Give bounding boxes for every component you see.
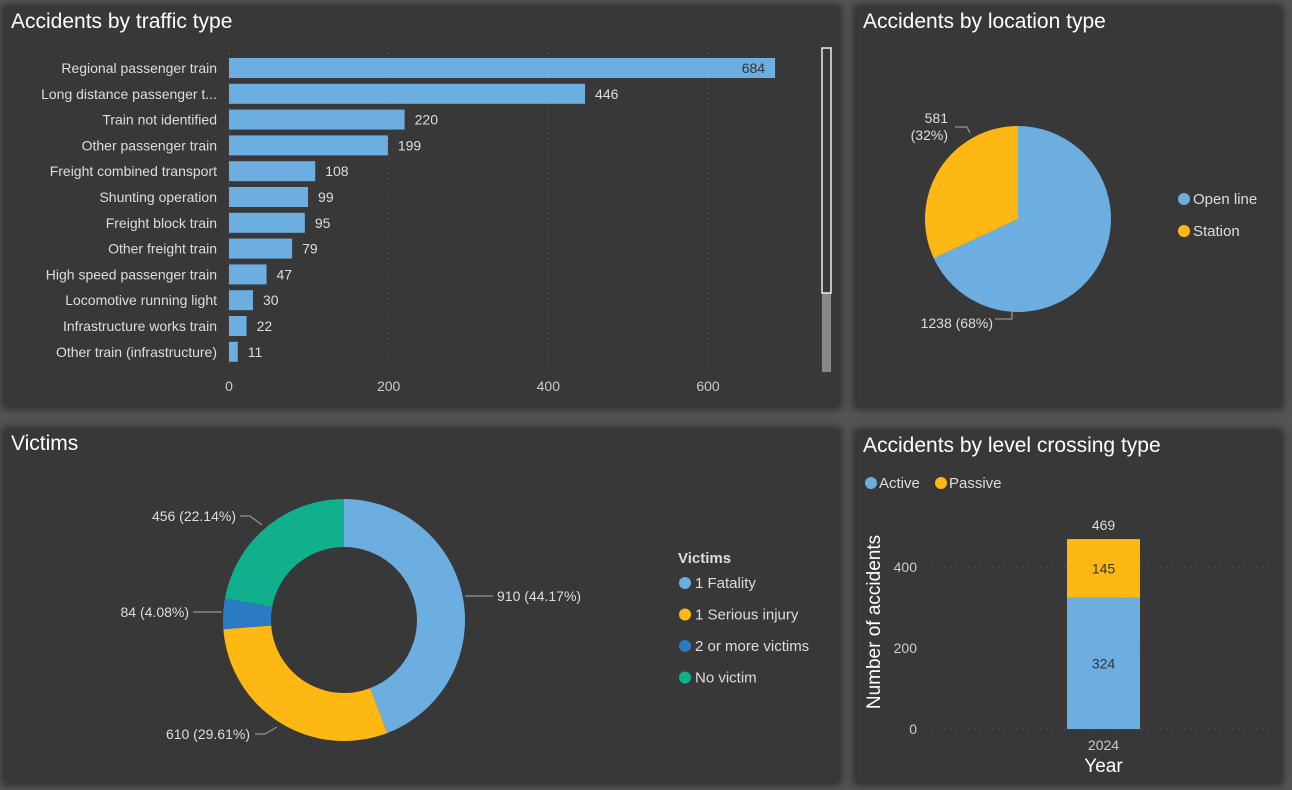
- data-label: 610 (29.61%): [166, 726, 250, 742]
- y-tick-label: 400: [894, 559, 918, 575]
- bar-segment: [1067, 597, 1140, 729]
- pie-slice: [925, 126, 1018, 259]
- bar-value-label: 47: [277, 266, 293, 282]
- legend-label[interactable]: 1 Fatality: [695, 575, 756, 592]
- category-label: Freight combined transport: [50, 163, 217, 179]
- bar: [229, 290, 253, 311]
- legend-marker[interactable]: [679, 608, 691, 621]
- location-type-panel: Accidents by location type 1238 (68%) 581…: [857, 8, 1280, 406]
- traffic-type-panel: Accidents by traffic type 0 200 400 600 Regi…: [5, 8, 838, 406]
- leader-line: [955, 126, 971, 134]
- bar-value-label: 199: [398, 137, 422, 153]
- category-label: Other train (infrastructure): [56, 344, 217, 360]
- donut-slice: [223, 598, 273, 630]
- legend-title: Victims: [678, 550, 731, 567]
- x-tick-label: 400: [537, 378, 561, 394]
- bar-segment-label: 145: [1092, 560, 1116, 576]
- category-label: Train not identified: [102, 112, 217, 128]
- x-tick-label: 0: [225, 378, 233, 394]
- victims-panel: Victims 910 (44.17%) 610 (29.61%) 84 (4.08…: [5, 430, 838, 782]
- category-label: Locomotive running light: [65, 292, 217, 308]
- bar: [229, 161, 316, 182]
- level-crossing-stacked-bar-chart: 0 200 400 324 Active 145 Passive 469 2024 Year Num…: [864, 475, 1275, 777]
- legend-label[interactable]: No victim: [695, 670, 757, 687]
- legend-marker[interactable]: [865, 477, 877, 489]
- level-crossing-panel: Accidents by level crossing type 0 200 400…: [857, 432, 1280, 782]
- traffic-type-bar-chart: 0 200 400 600 Regional passenger train 684 Lon…: [41, 47, 832, 394]
- bar-value-label: 11: [248, 344, 263, 360]
- bar: [229, 212, 305, 233]
- bar-value-label: 684: [742, 60, 766, 76]
- legend-marker[interactable]: [1178, 193, 1190, 205]
- legend-marker[interactable]: [679, 577, 691, 589]
- traffic-type-title: Accidents by traffic type: [11, 10, 233, 33]
- bar-value-label: 79: [302, 241, 318, 257]
- legend-label[interactable]: Active: [879, 475, 920, 492]
- legend-marker[interactable]: [679, 640, 691, 652]
- victims-donut-chart: 910 (44.17%) 610 (29.61%) 84 (4.08%) 456 (2…: [121, 499, 809, 742]
- level-crossing-title: Accidents by level crossing type: [863, 434, 1161, 457]
- bar: [229, 58, 776, 78]
- victims-title: Victims: [11, 432, 79, 455]
- data-label: 1238 (68%): [921, 315, 993, 331]
- donut-slice: [224, 499, 344, 607]
- bar-value-label: 220: [415, 112, 439, 128]
- bar-value-label: 22: [257, 318, 273, 334]
- legend-label[interactable]: 1 Serious injury: [695, 607, 799, 624]
- legend-label[interactable]: Station: [1193, 223, 1240, 240]
- donut-slice: [223, 625, 388, 741]
- category-label: Other freight train: [108, 241, 217, 257]
- pie-slice: [933, 126, 1111, 312]
- x-axis-title: Year: [1084, 756, 1123, 777]
- legend-label[interactable]: 2 or more victims: [695, 638, 809, 655]
- leader-line: [255, 726, 278, 735]
- x-tick-label: 2024: [1088, 737, 1119, 753]
- legend-marker[interactable]: [679, 671, 691, 684]
- donut-slice: [344, 499, 465, 733]
- leader-line: [240, 515, 263, 526]
- bar: [229, 187, 309, 207]
- data-label: 910 (44.17%): [497, 588, 581, 604]
- data-label-percent: (32%): [911, 127, 948, 143]
- y-tick-label: 0: [909, 721, 917, 737]
- category-label: Freight block train: [106, 215, 217, 231]
- data-label-value: 581: [925, 110, 949, 126]
- x-tick-label: 200: [377, 378, 401, 394]
- bar-segment-label: 324: [1092, 655, 1116, 671]
- bar: [229, 341, 238, 362]
- legend-marker[interactable]: [1178, 225, 1190, 237]
- total-label: 469: [1092, 517, 1116, 533]
- category-label: Infrastructure works train: [63, 318, 217, 334]
- category-label: Other passenger train: [82, 137, 217, 153]
- scrollbar-thumb[interactable]: [821, 47, 832, 294]
- bar: [229, 316, 247, 336]
- bar-value-label: 108: [325, 163, 349, 179]
- category-label: Shunting operation: [99, 189, 217, 205]
- category-label: Regional passenger train: [61, 60, 217, 76]
- location-type-pie-chart: 1238 (68%) 581(32%) Open line Station: [911, 110, 1258, 331]
- bar-value-label: 99: [318, 189, 334, 205]
- x-tick-label: 600: [696, 378, 720, 394]
- bar-value-label: 446: [595, 86, 619, 102]
- y-axis-title: Number of accidents: [864, 535, 885, 709]
- bar: [229, 83, 586, 104]
- location-type-title: Accidents by location type: [863, 10, 1106, 33]
- bar: [229, 238, 293, 259]
- leader-line: [995, 311, 1013, 320]
- bar: [229, 109, 405, 130]
- bar-value-label: 30: [263, 292, 279, 308]
- legend-label[interactable]: Passive: [949, 475, 1002, 492]
- category-label: Long distance passenger t...: [41, 86, 217, 102]
- bar-value-label: 95: [315, 215, 331, 231]
- bar: [229, 135, 388, 156]
- data-label: 84 (4.08%): [121, 604, 189, 620]
- data-label: 456 (22.14%): [152, 508, 236, 524]
- bar: [229, 264, 267, 285]
- y-tick-label: 200: [894, 640, 918, 656]
- legend-marker[interactable]: [935, 477, 947, 489]
- category-label: High speed passenger train: [46, 266, 217, 282]
- legend-label[interactable]: Open line: [1193, 191, 1257, 208]
- bar-segment: [1067, 539, 1140, 598]
